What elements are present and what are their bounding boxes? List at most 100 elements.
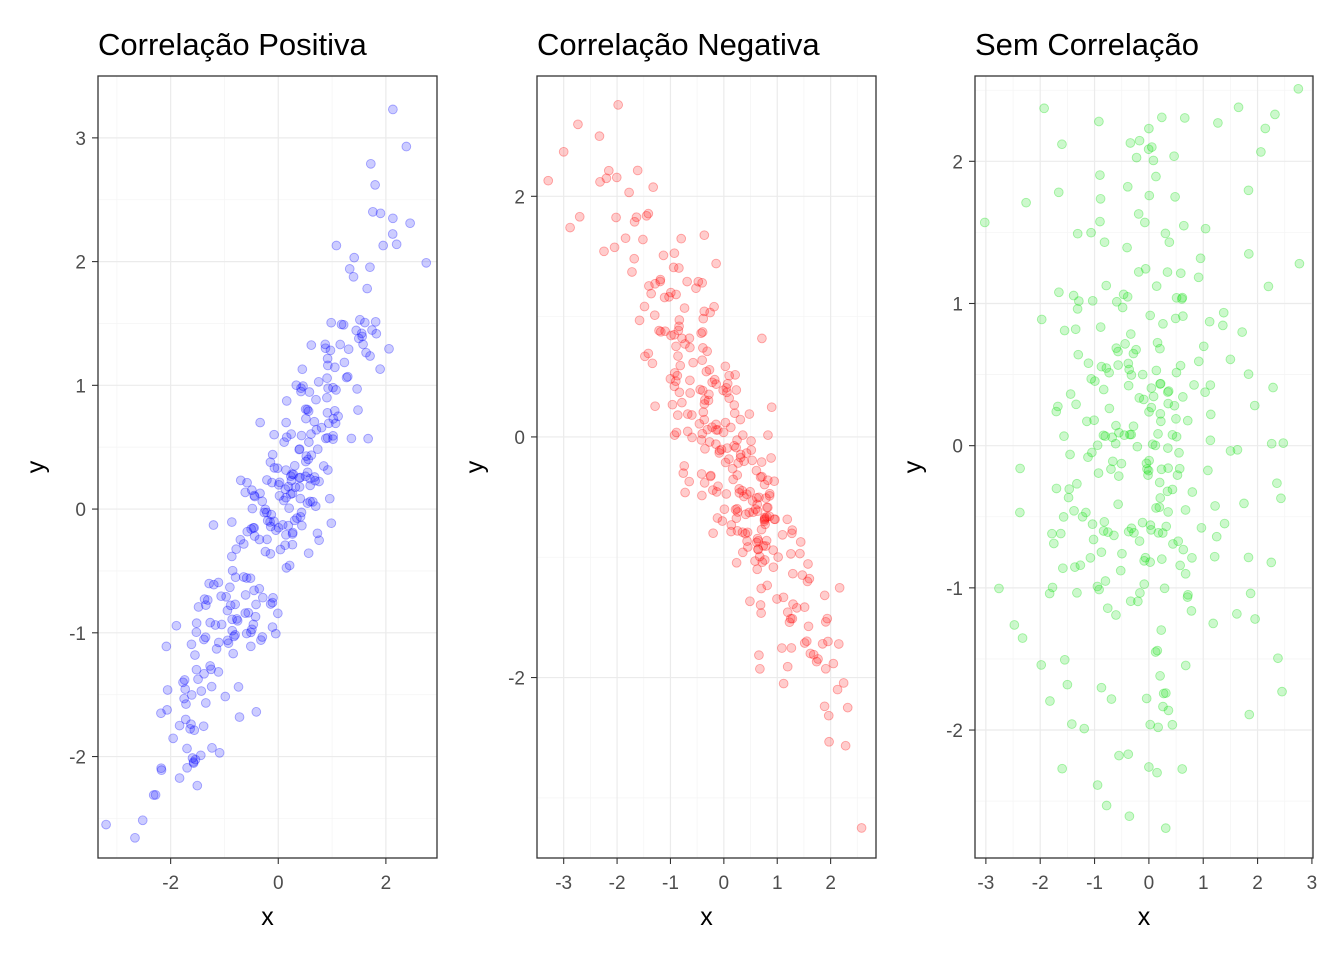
data-point xyxy=(729,400,740,410)
data-point xyxy=(1151,503,1161,513)
data-point xyxy=(238,539,249,549)
data-point xyxy=(735,414,746,425)
data-point xyxy=(1058,563,1068,574)
data-point xyxy=(1270,109,1280,120)
data-point xyxy=(1144,406,1154,417)
data-point xyxy=(705,470,716,481)
data-point xyxy=(1059,431,1069,442)
data-point xyxy=(1146,524,1156,535)
data-point xyxy=(1268,382,1278,393)
data-point xyxy=(1232,444,1243,455)
y-axis-label: y xyxy=(461,460,489,473)
data-point xyxy=(753,536,764,546)
data-point xyxy=(1164,237,1175,248)
data-point xyxy=(669,430,680,440)
data-point xyxy=(205,661,215,671)
data-point xyxy=(1125,329,1136,339)
data-point xyxy=(1090,376,1100,386)
data-point xyxy=(310,501,321,512)
data-point xyxy=(1094,584,1104,595)
data-point xyxy=(574,211,585,222)
data-point xyxy=(178,677,188,688)
data-point xyxy=(682,426,693,437)
data-point xyxy=(668,262,679,273)
data-point xyxy=(1150,647,1161,657)
data-point xyxy=(255,488,265,499)
data-point xyxy=(838,678,849,688)
data-point xyxy=(1155,416,1166,427)
data-point xyxy=(314,535,324,546)
x-tick-label: 2 xyxy=(1252,873,1263,894)
data-point xyxy=(1123,380,1134,391)
data-point xyxy=(296,507,307,518)
data-point xyxy=(391,239,402,250)
data-point xyxy=(186,719,196,730)
data-point xyxy=(674,263,684,273)
data-point xyxy=(1096,682,1107,693)
data-point xyxy=(1154,477,1165,488)
data-point xyxy=(732,435,742,445)
y-tick-label: 0 xyxy=(952,437,963,458)
data-point xyxy=(240,487,251,498)
data-point xyxy=(726,520,737,530)
data-point xyxy=(748,507,758,518)
data-point xyxy=(179,693,189,704)
data-point xyxy=(310,475,320,486)
data-point xyxy=(1156,554,1167,564)
data-point xyxy=(249,531,260,541)
data-point xyxy=(744,409,755,419)
data-point xyxy=(611,212,621,223)
data-point xyxy=(305,496,315,507)
data-point xyxy=(1193,272,1204,283)
data-point xyxy=(300,404,311,415)
data-point xyxy=(230,599,241,610)
data-point xyxy=(180,684,191,694)
data-point xyxy=(740,528,751,539)
data-point xyxy=(1069,505,1079,516)
data-point xyxy=(1293,83,1304,94)
data-point xyxy=(742,527,753,538)
data-point xyxy=(288,469,299,480)
data-point xyxy=(1139,555,1150,566)
data-point xyxy=(1096,547,1107,558)
data-point xyxy=(270,628,281,639)
data-point xyxy=(1099,517,1110,527)
data-point xyxy=(348,271,359,282)
data-point xyxy=(240,608,251,618)
data-point xyxy=(697,277,708,288)
data-point xyxy=(1051,483,1062,494)
data-point xyxy=(1217,320,1228,331)
data-point xyxy=(174,773,185,783)
data-point xyxy=(1180,568,1191,579)
y-tick-label: 1 xyxy=(75,376,86,397)
data-point xyxy=(601,173,612,184)
data-point xyxy=(707,377,718,388)
data-point xyxy=(168,733,178,744)
data-point xyxy=(823,710,834,721)
data-point xyxy=(281,529,291,540)
data-point xyxy=(813,654,823,664)
data-point xyxy=(204,578,214,589)
data-point xyxy=(1118,289,1129,300)
data-point xyxy=(1153,429,1163,439)
data-point xyxy=(699,306,710,317)
data-point xyxy=(352,384,362,394)
data-point xyxy=(303,548,314,559)
data-point xyxy=(232,615,243,626)
data-point xyxy=(756,524,767,535)
data-point xyxy=(1167,430,1178,440)
data-point xyxy=(1177,764,1188,774)
data-point xyxy=(680,487,690,498)
data-point xyxy=(754,650,764,661)
data-point xyxy=(1137,369,1148,380)
data-point xyxy=(739,456,749,467)
data-point xyxy=(747,496,758,506)
data-point xyxy=(675,360,686,371)
data-point xyxy=(1156,464,1167,475)
data-point xyxy=(558,146,569,157)
data-point xyxy=(808,649,819,660)
data-point xyxy=(1178,311,1188,322)
data-point xyxy=(1110,438,1121,449)
data-point xyxy=(265,517,275,527)
data-point xyxy=(832,684,843,695)
